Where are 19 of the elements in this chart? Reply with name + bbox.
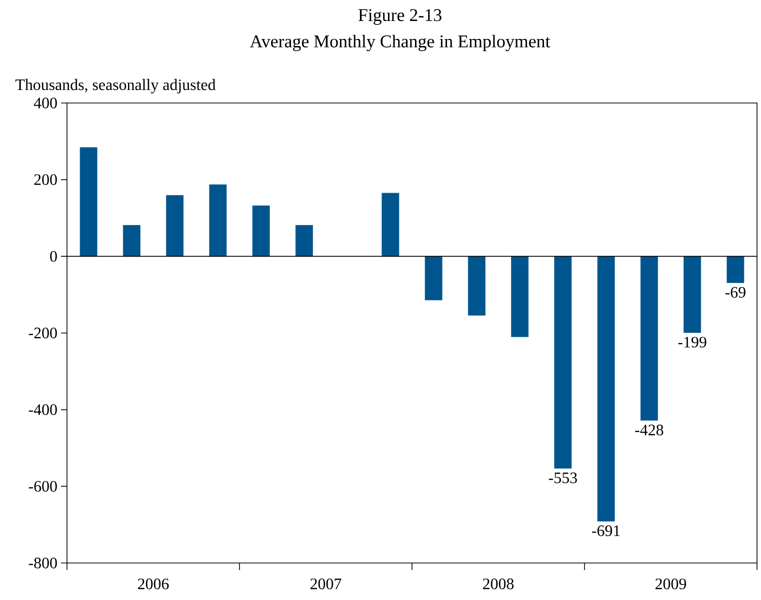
x-tick-label: 2009 [656, 578, 686, 590]
y-tick-label: -400 [28, 404, 57, 416]
data-label: -691 [592, 525, 620, 536]
x-tick-label: 2006 [138, 578, 169, 590]
y-tick-label: 200 [34, 174, 57, 186]
data-label: -69 [725, 286, 746, 298]
x-tick-label: 2007 [310, 578, 342, 590]
y-tick-label: -200 [28, 328, 57, 338]
y-tick-label: -800 [28, 558, 57, 568]
data-label: -199 [678, 336, 706, 348]
chart-title: Figure 2-13 [358, 9, 442, 25]
data-label: -553 [548, 472, 577, 484]
chart-subtitle: Average Monthly Change in Employment [250, 34, 550, 52]
y-axis-title: Thousands, seasonally adjusted [15, 78, 216, 94]
y-tick-label: -600 [28, 480, 57, 492]
x-tick-label: 2008 [483, 578, 514, 590]
data-label: -428 [635, 424, 664, 436]
y-tick-label: 0 [50, 250, 57, 262]
y-tick-label: 400 [34, 98, 57, 108]
